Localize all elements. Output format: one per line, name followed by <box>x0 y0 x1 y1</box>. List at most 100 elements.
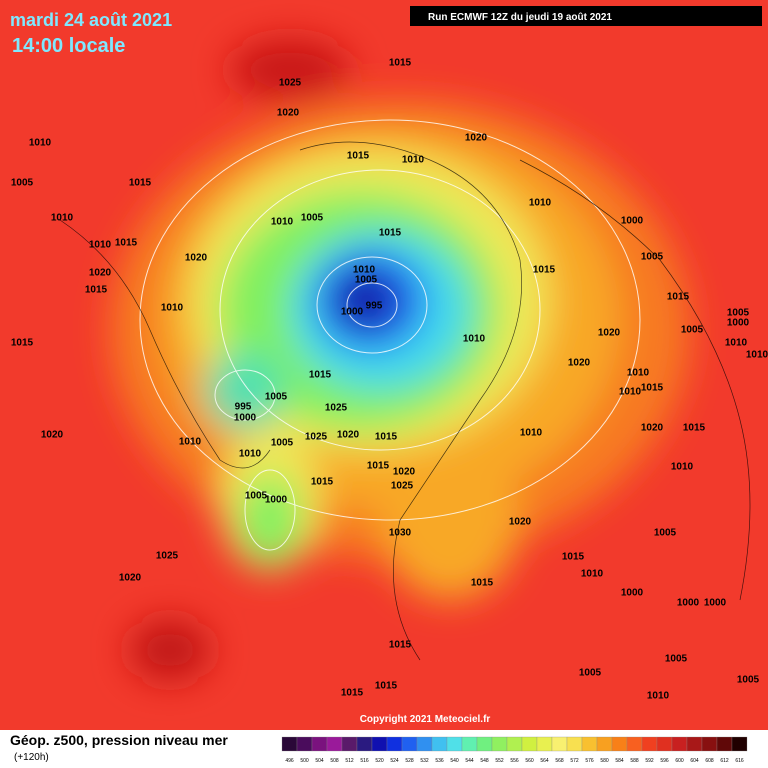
isobar-label: 1005 <box>727 308 750 319</box>
isobar-label: 1010 <box>671 462 694 473</box>
isobar-label: 1000 <box>265 495 288 506</box>
legend-value: 536 <box>435 758 444 764</box>
legend-swatch <box>551 736 568 752</box>
legend-swatch <box>671 736 688 752</box>
isobar-label: 1020 <box>568 358 591 369</box>
isobar-label: 1025 <box>325 403 348 414</box>
legend-value: 524 <box>390 758 399 764</box>
isobar-label: 1010 <box>619 387 642 398</box>
isobar-label: 1010 <box>647 691 670 702</box>
legend-value: 600 <box>675 758 684 764</box>
legend-value: 592 <box>645 758 654 764</box>
date-title: mardi 24 août 2021 <box>10 10 172 30</box>
isobar-label: 1030 <box>389 528 412 539</box>
time-title: 14:00 locale <box>12 35 125 57</box>
isobar-label: 1020 <box>185 253 208 264</box>
isobar-label: 1005 <box>265 392 288 403</box>
legend-value: 552 <box>495 758 504 764</box>
legend-value: 580 <box>600 758 609 764</box>
legend-swatch <box>701 736 718 752</box>
legend-swatch <box>506 736 523 752</box>
legend-value: 560 <box>525 758 534 764</box>
legend-value: 520 <box>375 758 384 764</box>
isobar-label: 1000 <box>341 307 364 318</box>
map-field <box>0 0 768 730</box>
legend-swatch <box>626 736 643 752</box>
isobar-label: 1015 <box>389 58 412 69</box>
legend-swatch <box>641 736 658 752</box>
isobar-label: 995 <box>235 402 252 413</box>
isobar-label: 1015 <box>641 383 664 394</box>
legend-swatch <box>296 736 313 752</box>
isobar-label: 1015 <box>309 370 332 381</box>
isobar-label: 1010 <box>627 368 650 379</box>
legend-swatch <box>341 736 358 752</box>
isobar-label: 1015 <box>471 578 494 589</box>
isobar-label: 1010 <box>89 240 112 251</box>
legend-swatch <box>371 736 388 752</box>
legend-swatch <box>356 736 373 752</box>
isobar-label: 1015 <box>115 238 138 249</box>
run-box <box>410 6 762 26</box>
isobar-label: 1025 <box>156 551 179 562</box>
legend-value: 576 <box>585 758 594 764</box>
legend-swatch <box>476 736 493 752</box>
isobar-label: 1000 <box>704 598 727 609</box>
isobar-label: 1000 <box>727 318 750 329</box>
isobar-label: 1005 <box>301 213 324 224</box>
copyright: Copyright 2021 Meteociel.fr <box>360 714 491 725</box>
isobar-label: 1015 <box>367 461 390 472</box>
isobar-label: 1020 <box>465 133 488 144</box>
isobar-label: 1015 <box>375 432 398 443</box>
isobar-label: 1005 <box>641 252 664 263</box>
isobar-label: 1020 <box>119 573 142 584</box>
legend-swatch <box>281 736 298 752</box>
isobar-label: 1025 <box>305 432 328 443</box>
legend-value: 516 <box>360 758 369 764</box>
legend-value: 572 <box>570 758 579 764</box>
legend-scale: 496 500 504 508 512 516 520 524 528 532 536 540 544 5… <box>281 736 748 764</box>
isobar-label: 1010 <box>463 334 486 345</box>
isobar-label: 1005 <box>665 654 688 665</box>
isobar-label: 1005 <box>654 528 677 539</box>
legend-swatch <box>686 736 703 752</box>
legend-value: 528 <box>405 758 414 764</box>
isobar-label: 1015 <box>311 477 334 488</box>
isobar-label: 1015 <box>379 228 402 239</box>
legend-value: 604 <box>690 758 699 764</box>
isobar-label: 1015 <box>562 552 585 563</box>
isobar-label: 1015 <box>533 265 556 276</box>
legend-swatch <box>311 736 328 752</box>
run-label: Run ECMWF 12Z du jeudi 19 août 2021 <box>428 12 612 23</box>
isobar-label: 1010 <box>239 449 262 460</box>
isobar-label: 1015 <box>389 640 412 651</box>
legend-value: 596 <box>660 758 669 764</box>
legend-swatch <box>581 736 598 752</box>
isobar-label: 1015 <box>375 681 398 692</box>
legend-value: 584 <box>615 758 624 764</box>
legend-value: 500 <box>300 758 309 764</box>
legend-swatch <box>386 736 403 752</box>
legend-value: 616 <box>735 758 744 764</box>
legend-swatch <box>416 736 433 752</box>
legend-value: 504 <box>315 758 324 764</box>
legend-swatch <box>461 736 478 752</box>
isobar-label: 1015 <box>85 285 108 296</box>
legend-swatch <box>731 736 748 752</box>
isobar-label: 1010 <box>529 198 552 209</box>
isobar-label: 1005 <box>11 178 34 189</box>
legend-value: 588 <box>630 758 639 764</box>
legend-swatch <box>401 736 418 752</box>
legend-value: 496 <box>285 758 294 764</box>
isobar-label: 1005 <box>355 275 378 286</box>
legend-swatch <box>521 736 538 752</box>
isobar-label: 1020 <box>393 467 416 478</box>
isobar-label: 1015 <box>683 423 706 434</box>
legend-value: 540 <box>450 758 459 764</box>
legend-value: 544 <box>465 758 474 764</box>
isobar-label: 1020 <box>277 108 300 119</box>
isobar-label: 1015 <box>129 178 152 189</box>
legend-value: 612 <box>720 758 729 764</box>
legend-swatch <box>611 736 628 752</box>
